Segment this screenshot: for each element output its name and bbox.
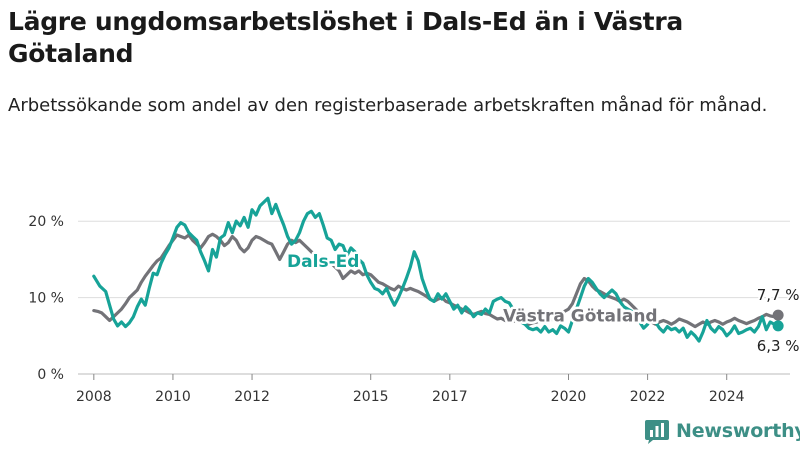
series-end-dot-v-stra-g-taland xyxy=(772,309,784,321)
chart-subtitle: Arbetssökande som andel av den registerb… xyxy=(8,95,768,116)
x-tick-label: 2008 xyxy=(76,389,112,405)
chart-title: Lägre ungdomsarbetslöshet i Dals-Ed än i… xyxy=(8,7,683,68)
series-line-dals-ed xyxy=(92,196,780,343)
y-tick-label: 20 % xyxy=(28,214,64,230)
end-value-label-dals-ed: 6,3 % xyxy=(757,337,800,355)
brand-name: Newsworthy xyxy=(676,420,800,442)
series-end-dot-dals-ed xyxy=(772,320,784,332)
x-tick-label: 2015 xyxy=(353,389,389,405)
x-tick-label: 2022 xyxy=(630,389,666,405)
end-value-label-vastra-gotaland: 7,7 % xyxy=(757,286,800,304)
x-tick-label: 2012 xyxy=(234,389,270,405)
series-label-v-stra-g-taland: Västra Götaland xyxy=(503,306,658,326)
y-tick-label: 0 % xyxy=(37,367,64,383)
series-line-v-stra-g-taland xyxy=(92,232,780,329)
series-label-dals-ed: Dals-Ed xyxy=(287,252,359,272)
brand-logo: Newsworthy xyxy=(644,418,800,444)
y-tick-label: 10 % xyxy=(28,291,64,307)
x-tick-label: 2017 xyxy=(432,389,468,405)
x-tick-label: 2020 xyxy=(551,389,587,405)
x-tick-label: 2010 xyxy=(155,389,191,405)
x-tick-label: 2024 xyxy=(709,389,745,405)
bar-chart-logo-icon xyxy=(645,420,669,444)
